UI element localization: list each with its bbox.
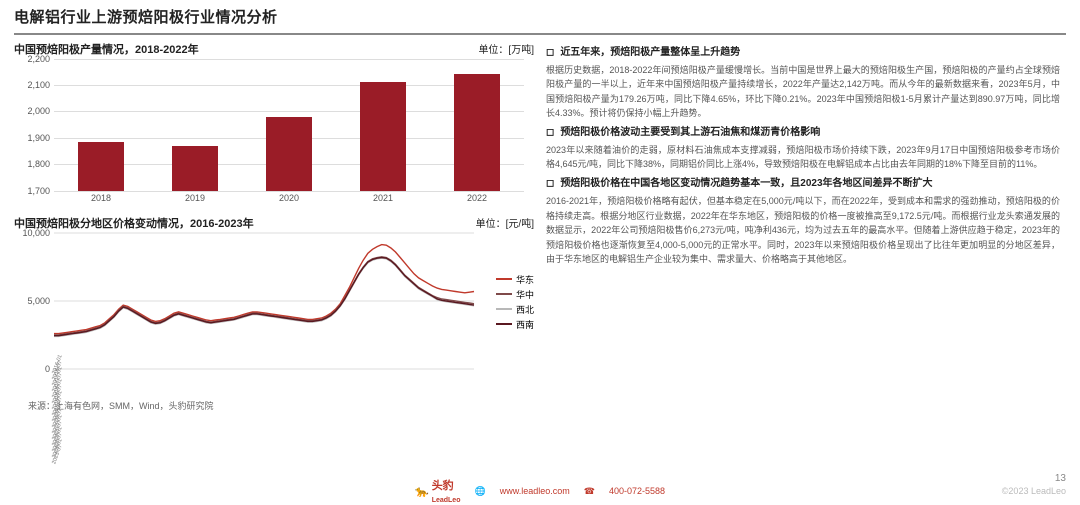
bullet-heading: ◻ 近五年来，预焙阳极产量整体呈上升趋势 bbox=[546, 45, 1060, 61]
legend-item: 西南 bbox=[496, 318, 534, 331]
y-tick-label: 2,200 bbox=[14, 54, 50, 64]
leopard-icon: 🐆 bbox=[415, 485, 429, 498]
line-chart-block: 中国预焙阳极分地区价格变动情况，2016-2023年 单位：[元/吨] 05,0… bbox=[14, 215, 534, 393]
bar-chart: 1,7001,8001,9002,0002,1002,200 201820192… bbox=[14, 59, 534, 209]
page-title-bar: 电解铝行业上游预焙阳极行业情况分析 bbox=[0, 0, 1080, 31]
bullet-heading-text: 预焙阳极价格在中国各地区变动情况趋势基本一致，且2023年各地区间差异不断扩大 bbox=[560, 176, 932, 192]
legend-label: 华中 bbox=[516, 288, 534, 301]
bullet-icon: ◻ bbox=[546, 125, 554, 141]
y-tick-label: 0 bbox=[12, 364, 50, 374]
content-row: 中国预焙阳极产量情况，2018-2022年 单位：[万吨] 1,7001,800… bbox=[0, 35, 1080, 505]
footer-url: www.leadleo.com bbox=[500, 486, 570, 496]
x-tick-label: 2022 bbox=[467, 193, 487, 209]
bar-chart-unit: 单位：[万吨] bbox=[478, 41, 534, 56]
bullet-icon: ◻ bbox=[546, 45, 554, 61]
y-tick-label: 2,100 bbox=[14, 80, 50, 90]
legend-swatch bbox=[496, 293, 512, 295]
bullet-heading: ◻ 预焙阳极价格在中国各地区变动情况趋势基本一致，且2023年各地区间差异不断扩大 bbox=[546, 176, 1060, 192]
x-tick-label: 2018 bbox=[91, 193, 111, 209]
legend-item: 华中 bbox=[496, 288, 534, 301]
line-legend: 华东华中西北西南 bbox=[496, 273, 534, 333]
x-tick-label: 2020 bbox=[279, 193, 299, 209]
bullet-heading-text: 近五年来，预焙阳极产量整体呈上升趋势 bbox=[560, 45, 740, 61]
bar bbox=[172, 146, 218, 191]
legend-swatch bbox=[496, 278, 512, 280]
legend-item: 华东 bbox=[496, 273, 534, 286]
bullet-icon: ◻ bbox=[546, 176, 554, 192]
bullet-body: 2023年以来随着油价的走弱，原材料石油焦成本支撑减弱，预焙阳极市场价持续下跌，… bbox=[546, 143, 1060, 172]
page-title: 电解铝行业上游预焙阳极行业情况分析 bbox=[14, 6, 1066, 27]
bullet-body: 根据历史数据，2018-2022年间预焙阳极产量缓慢增长。当前中国是世界上最大的… bbox=[546, 63, 1060, 121]
bar bbox=[454, 74, 500, 190]
page-number: 13 bbox=[1055, 473, 1066, 484]
phone-icon: ☎ bbox=[584, 486, 595, 497]
x-tick-label: 2021 bbox=[373, 193, 393, 209]
bar bbox=[266, 117, 312, 191]
legend-label: 华东 bbox=[516, 273, 534, 286]
line-chart: 05,00010,000 华东华中西北西南 2016-012016-072017… bbox=[14, 233, 534, 393]
right-column: ◻ 近五年来，预焙阳极产量整体呈上升趋势根据历史数据，2018-2022年间预焙阳… bbox=[546, 41, 1066, 505]
y-tick-label: 5,000 bbox=[12, 296, 50, 306]
source-label: 来源：上海有色网，SMM，Wind，头豹研究院 bbox=[14, 399, 534, 412]
legend-swatch bbox=[496, 323, 512, 325]
footer: 🐆 头豹LeadLeo 🌐 www.leadleo.com ☎ 400-072-… bbox=[0, 480, 1080, 502]
legend-swatch bbox=[496, 308, 512, 310]
bullet-heading-text: 预焙阳极价格波动主要受到其上游石油焦和煤沥青价格影响 bbox=[560, 125, 820, 141]
bar bbox=[78, 142, 124, 191]
globe-icon: 🌐 bbox=[474, 486, 485, 497]
bar-chart-block: 中国预焙阳极产量情况，2018-2022年 单位：[万吨] 1,7001,800… bbox=[14, 41, 534, 209]
line-chart-unit: 单位：[元/吨] bbox=[476, 215, 534, 230]
bullet-heading: ◻ 预焙阳极价格波动主要受到其上游石油焦和煤沥青价格影响 bbox=[546, 125, 1060, 141]
copyright: ©2023 LeadLeo bbox=[1002, 486, 1066, 496]
left-column: 中国预焙阳极产量情况，2018-2022年 单位：[万吨] 1,7001,800… bbox=[14, 41, 534, 505]
y-tick-label: 1,900 bbox=[14, 133, 50, 143]
legend-label: 西南 bbox=[516, 318, 534, 331]
footer-phone: 400-072-5588 bbox=[609, 486, 665, 496]
legend-label: 西北 bbox=[516, 303, 534, 316]
y-tick-label: 1,700 bbox=[14, 186, 50, 196]
x-tick-label: 2019 bbox=[185, 193, 205, 209]
logo: 🐆 头豹LeadLeo bbox=[415, 477, 461, 505]
legend-item: 西北 bbox=[496, 303, 534, 316]
y-tick-label: 2,000 bbox=[14, 106, 50, 116]
y-tick-label: 10,000 bbox=[12, 228, 50, 238]
y-tick-label: 1,800 bbox=[14, 159, 50, 169]
bullet-body: 2016-2021年，预焙阳极价格略有起伏，但基本稳定在5,000元/吨以下，而… bbox=[546, 194, 1060, 266]
bar bbox=[360, 82, 406, 190]
